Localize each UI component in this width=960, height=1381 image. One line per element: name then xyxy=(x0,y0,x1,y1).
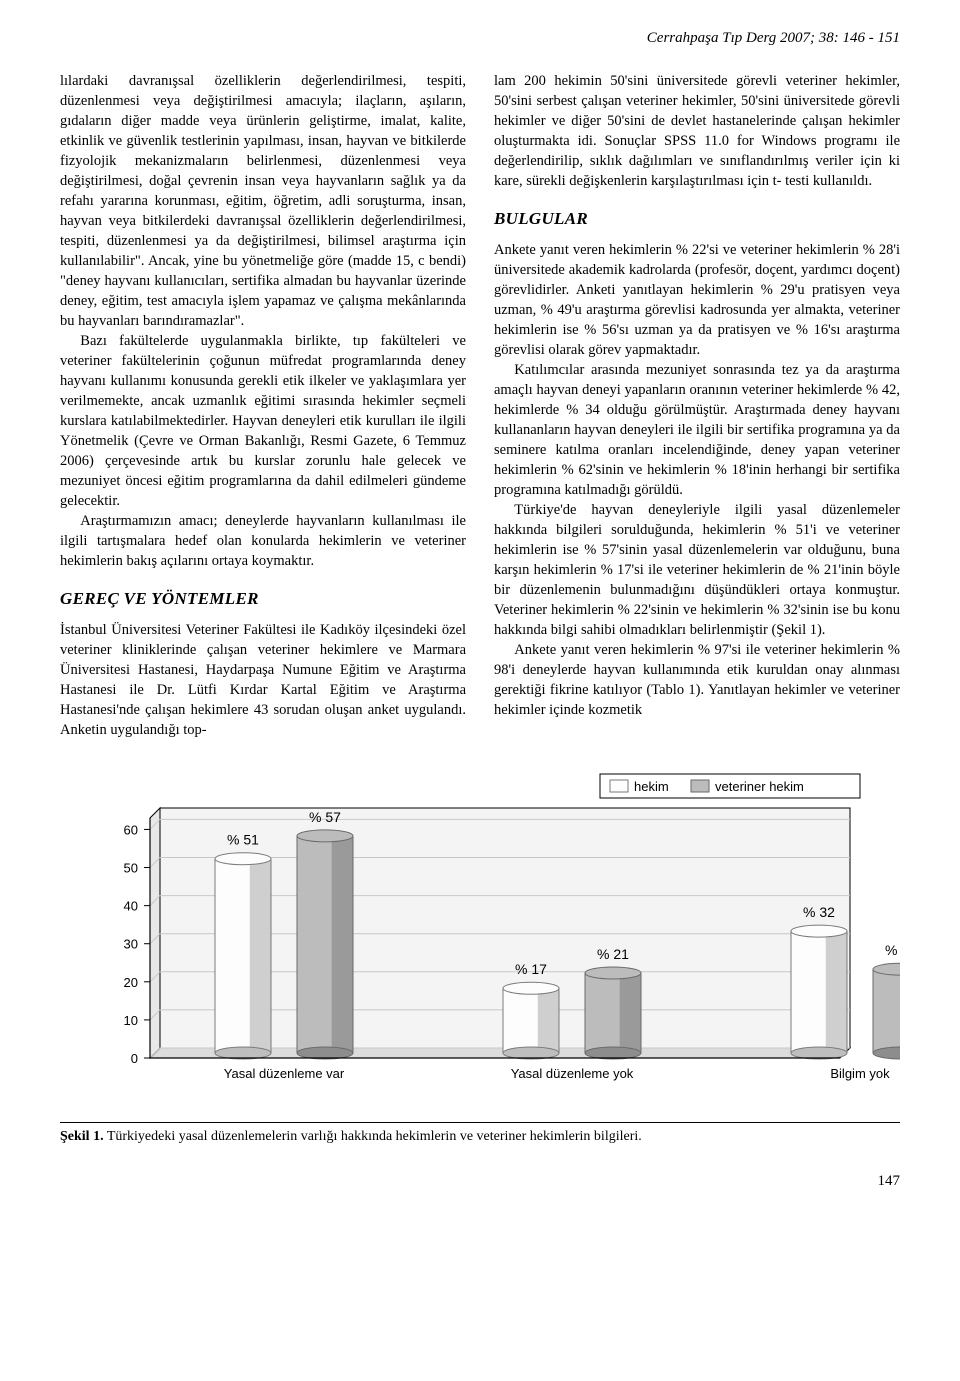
svg-text:Bilgim yok: Bilgim yok xyxy=(830,1066,890,1081)
body-paragraph: Ankete yanıt veren hekimlerin % 22'si ve… xyxy=(494,240,900,360)
body-paragraph: Türkiye'de hayvan deneyleriyle ilgili ya… xyxy=(494,500,900,640)
svg-text:Yasal düzenleme yok: Yasal düzenleme yok xyxy=(511,1066,634,1081)
right-column: lam 200 hekimin 50'sini üniversitede gör… xyxy=(494,71,900,740)
figure-label: Şekil 1. xyxy=(60,1129,104,1144)
svg-text:60: 60 xyxy=(124,823,138,838)
svg-text:% 17: % 17 xyxy=(515,962,547,978)
body-paragraph: Bazı fakültelerde uygulanmakla birlikte,… xyxy=(60,331,466,511)
svg-text:0: 0 xyxy=(131,1051,138,1066)
page-number: 147 xyxy=(60,1173,900,1190)
body-paragraph: Katılımcılar arasında mezuniyet sonrasın… xyxy=(494,360,900,500)
svg-text:20: 20 xyxy=(124,975,138,990)
section-heading-results: BULGULAR xyxy=(494,207,900,230)
body-paragraph: Ankete yanıt veren hekimlerin % 97'si il… xyxy=(494,640,900,720)
two-column-body: lılardaki davranışsal özelliklerin değer… xyxy=(60,71,900,740)
svg-text:40: 40 xyxy=(124,899,138,914)
figure-caption-text: Türkiyedeki yasal düzenlemelerin varlığı… xyxy=(107,1129,642,1144)
svg-text:% 32: % 32 xyxy=(803,905,835,921)
section-heading-methods: GEREÇ VE YÖNTEMLER xyxy=(60,587,466,610)
left-column: lılardaki davranışsal özelliklerin değer… xyxy=(60,71,466,740)
svg-text:10: 10 xyxy=(124,1013,138,1028)
running-head: Cerrahpaşa Tıp Derg 2007; 38: 146 - 151 xyxy=(60,30,900,47)
body-paragraph: İstanbul Üniversitesi Veteriner Fakültes… xyxy=(60,620,466,740)
body-paragraph: lam 200 hekimin 50'sini üniversitede gör… xyxy=(494,71,900,191)
body-paragraph: Araştırmamızın amacı; deneylerde hayvanl… xyxy=(60,511,466,571)
figure-1: 0 10 20 30 40 50 60 % 51 % 57 Yasal düzenleme var… xyxy=(60,768,900,1145)
svg-text:% 22: % 22 xyxy=(885,943,900,959)
figure-1-chart: 0 10 20 30 40 50 60 % 51 % 57 Yasal düzenleme var… xyxy=(60,768,900,1108)
svg-text:hekim: hekim xyxy=(634,779,669,794)
svg-text:% 51: % 51 xyxy=(227,832,259,848)
figure-1-caption: Şekil 1. Türkiyedeki yasal düzenlemeleri… xyxy=(60,1122,900,1145)
svg-text:% 57: % 57 xyxy=(309,809,341,825)
body-paragraph: lılardaki davranışsal özelliklerin değer… xyxy=(60,71,466,331)
svg-text:50: 50 xyxy=(124,861,138,876)
svg-text:30: 30 xyxy=(124,937,138,952)
svg-text:veteriner hekim: veteriner hekim xyxy=(715,779,804,794)
svg-text:% 21: % 21 xyxy=(597,946,629,962)
svg-text:Yasal düzenleme var: Yasal düzenleme var xyxy=(224,1066,345,1081)
